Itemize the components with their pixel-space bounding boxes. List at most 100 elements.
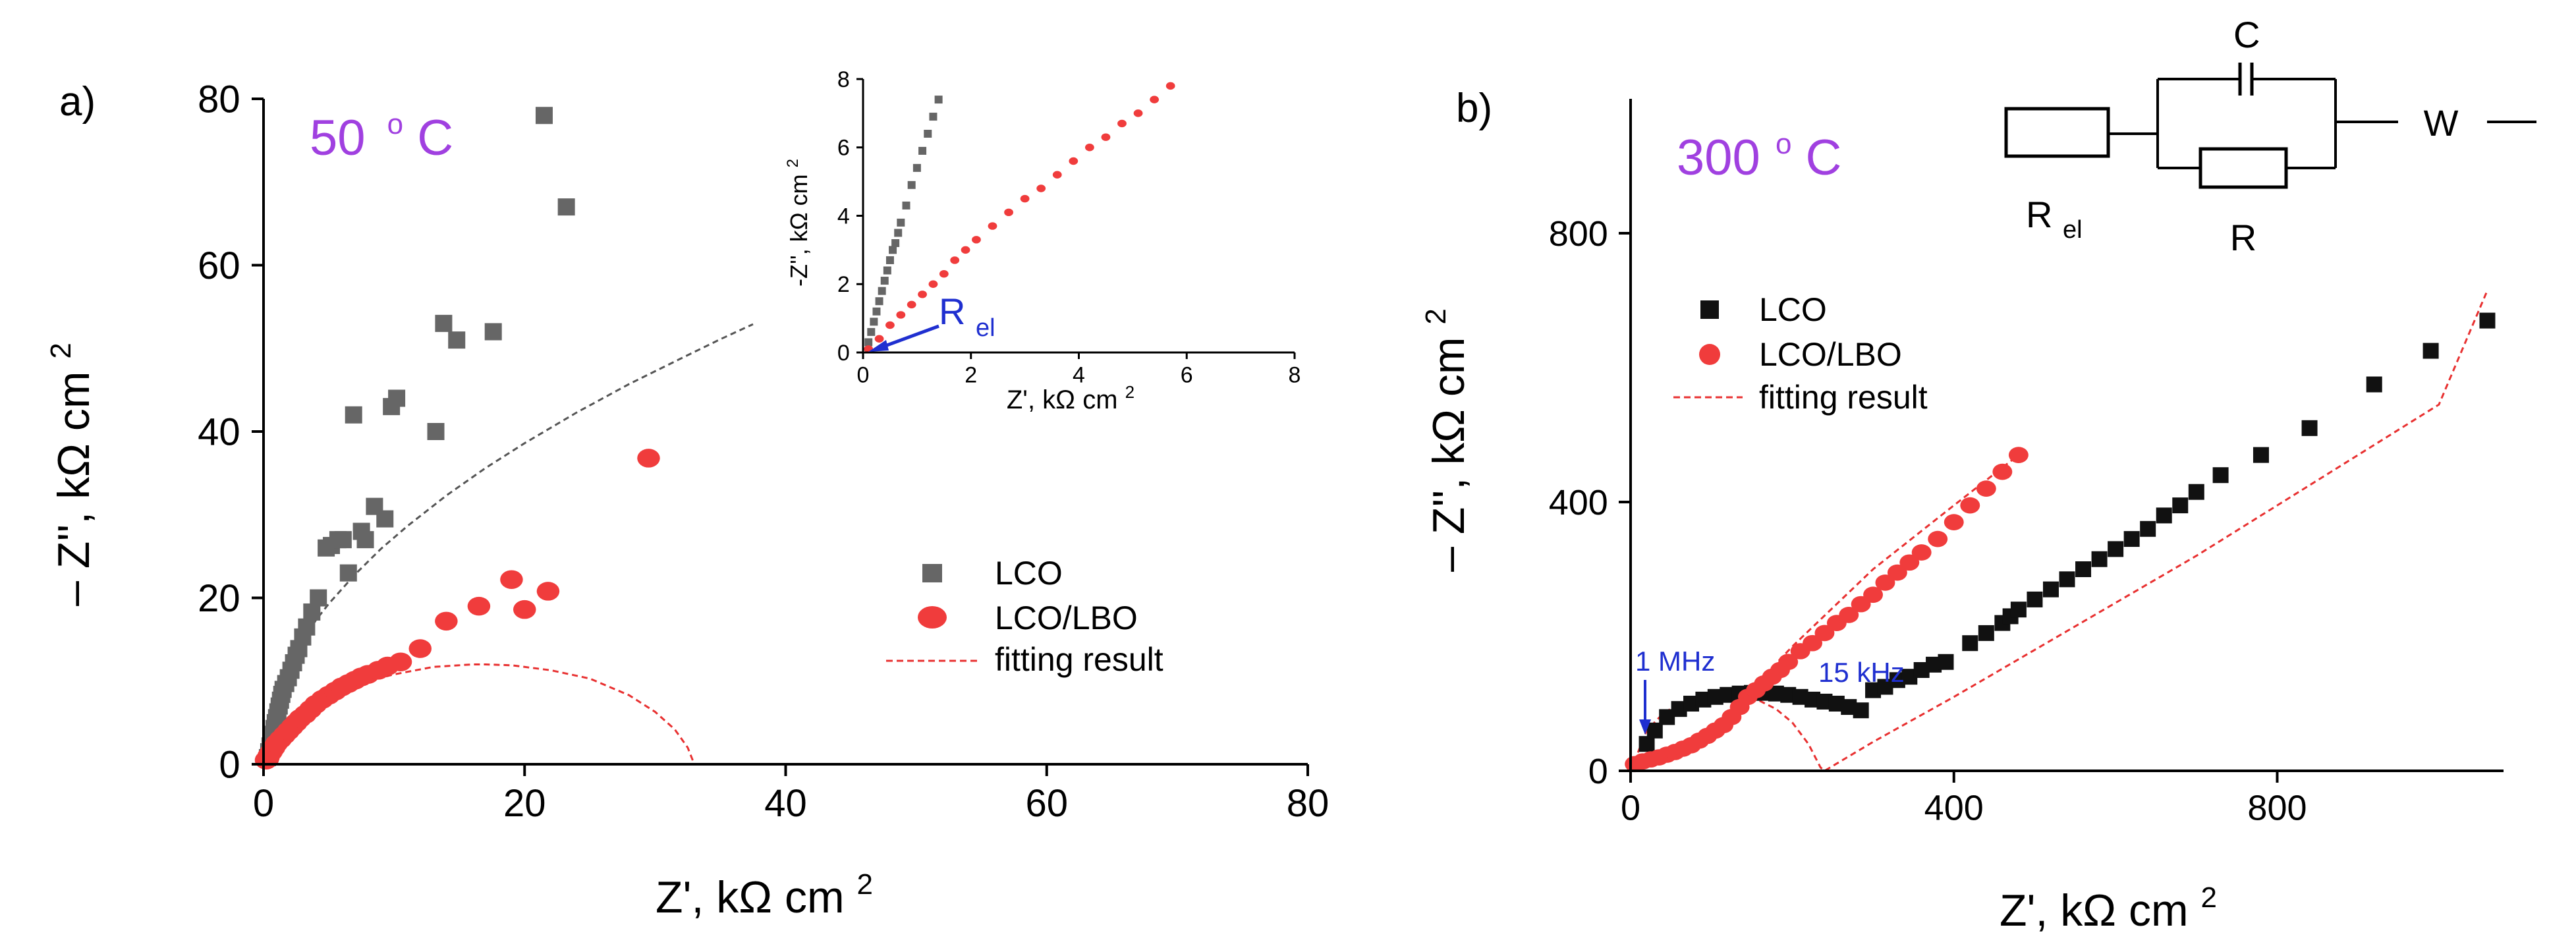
data-point-lco-lbo — [637, 449, 660, 468]
data-point-lco — [334, 531, 352, 549]
panel-a-ylabel-text: – Z'', kΩ cm — [49, 372, 99, 606]
data-point-lco — [1978, 625, 1994, 641]
circuit-label-w: W — [2424, 102, 2459, 144]
circuit-label-rel-sub: el — [2063, 216, 2083, 244]
data-point-lco — [388, 389, 406, 407]
data-point-lco — [864, 338, 873, 347]
inset-ylabel-sup: 2 — [784, 159, 802, 167]
data-point-lco-lbo — [1899, 554, 1920, 571]
panel-b-ylabel: – Z'', kΩ cm 2 — [1420, 308, 1474, 572]
panel-a-xlabel: Z', kΩ cm 2 — [656, 868, 873, 922]
data-point-lco — [934, 96, 943, 104]
panel-a-legend: LCO LCO/LBO fitting result — [886, 555, 1163, 678]
data-point-lco — [875, 297, 883, 306]
x-tick-label: 20 — [503, 782, 546, 825]
inset-points — [864, 82, 1175, 353]
data-point-lco-lbo — [1150, 96, 1160, 103]
data-point-lco — [2140, 520, 2156, 537]
panel-a-inset: 0 2 4 6 8 0 2 4 6 8 Z', kΩ cm 2 -Z'', kΩ cm 2 R e… — [784, 67, 1301, 414]
panel-a-xlabel-sup: 2 — [857, 868, 873, 901]
legend-a-marker-lbo — [918, 606, 947, 629]
panel-a-temp-unit: C — [417, 110, 453, 166]
x-tick-label: 80 — [1287, 782, 1330, 825]
legend-a-label-lco: LCO — [995, 555, 1063, 592]
panel-a-points — [254, 107, 660, 770]
y-tick-label: 40 — [198, 410, 240, 453]
data-point-lco — [897, 218, 905, 227]
data-point-lco-lbo — [467, 596, 491, 616]
data-point-lco — [2172, 497, 2189, 514]
circuit-label-rel-text: R — [2026, 194, 2052, 235]
panel-b-xlabel-sup: 2 — [2201, 882, 2217, 914]
inset-rel-annotation: R el — [939, 291, 995, 342]
panel-b-xlabel-text: Z', kΩ cm — [2000, 885, 2189, 936]
data-point-lco-lbo — [1165, 82, 1175, 90]
data-point-lco-lbo — [513, 600, 536, 619]
data-point-lco-lbo — [1020, 194, 1030, 203]
legend-b-label-fit: fitting result — [1759, 379, 1928, 416]
panel-b-legend: LCO LCO/LBO fitting result — [1673, 291, 1928, 416]
data-point-lco-lbo — [1887, 564, 1907, 581]
data-point-lco — [2042, 581, 2059, 598]
panel-b-ylabel-text: – Z'', kΩ cm — [1424, 337, 1474, 572]
data-point-lco — [535, 107, 553, 125]
data-point-lco-lbo — [1778, 654, 1799, 671]
data-point-lco — [902, 201, 910, 210]
data-point-lco-lbo — [1976, 480, 1996, 497]
data-point-lco — [2479, 312, 2496, 329]
data-point-lco — [872, 307, 881, 316]
panel-a-ylabel-sup: 2 — [45, 343, 77, 358]
data-point-lco — [2123, 531, 2140, 547]
circuit-resistor-r — [2198, 147, 2288, 189]
data-point-lco — [435, 314, 453, 332]
data-point-lco-lbo — [1911, 544, 1932, 561]
legend-b-marker-lbo — [1699, 344, 1720, 365]
panel-a-label: a) — [59, 79, 96, 125]
data-point-lco — [2156, 507, 2172, 524]
data-point-lco-lbo — [1101, 133, 1111, 141]
data-point-lco — [2010, 602, 2027, 618]
data-point-lco — [883, 266, 891, 275]
legend-b-label-lco: LCO — [1759, 291, 1827, 328]
data-point-lco-lbo — [928, 280, 938, 288]
data-point-lco — [484, 323, 502, 341]
data-point-lco — [1853, 702, 1869, 719]
data-point-lco-lbo — [896, 311, 906, 319]
data-point-lco — [2253, 447, 2269, 463]
data-point-lco — [2075, 561, 2092, 577]
equivalent-circuit: C W R el R — [2004, 14, 2536, 258]
data-point-lco — [339, 564, 357, 582]
data-point-lco-lbo — [1069, 157, 1078, 165]
inset-rel-arrowhead — [868, 340, 889, 352]
inset-xlabel: Z', kΩ cm 2 — [1007, 382, 1134, 414]
data-point-lco-lbo — [1036, 184, 1046, 192]
y-tick-label: 800 — [1549, 214, 1608, 254]
data-point-lco — [2091, 551, 2108, 567]
data-point-lco — [867, 327, 876, 336]
data-point-lco — [2059, 571, 2075, 588]
data-point-lco — [1638, 736, 1655, 752]
y-tick-label: 2 — [837, 272, 850, 297]
data-point-lco-lbo — [885, 321, 895, 329]
y-tick-label: 6 — [837, 136, 850, 161]
data-point-lco — [376, 510, 394, 528]
x-tick-label: 8 — [1289, 363, 1301, 388]
y-tick-label: 8 — [837, 67, 850, 92]
data-point-lco — [2027, 591, 2043, 607]
x-tick-label: 4 — [1073, 363, 1085, 388]
data-point-lco — [870, 318, 878, 326]
data-point-lco — [1962, 635, 1978, 652]
data-point-lco-lbo — [1928, 530, 1948, 547]
data-point-lco — [2366, 376, 2382, 393]
panel-b-xlabel: Z', kΩ cm 2 — [2000, 882, 2217, 936]
x-tick-label: 0 — [253, 782, 274, 825]
y-tick-label: 20 — [198, 577, 240, 620]
data-point-lco — [918, 146, 927, 155]
data-point-lco — [894, 229, 903, 237]
y-tick-label: 400 — [1549, 483, 1608, 522]
data-point-lco — [2188, 484, 2204, 500]
x-tick-label: 0 — [857, 363, 870, 388]
data-point-lco-lbo — [1839, 607, 1859, 623]
data-point-lco — [1901, 669, 1918, 685]
